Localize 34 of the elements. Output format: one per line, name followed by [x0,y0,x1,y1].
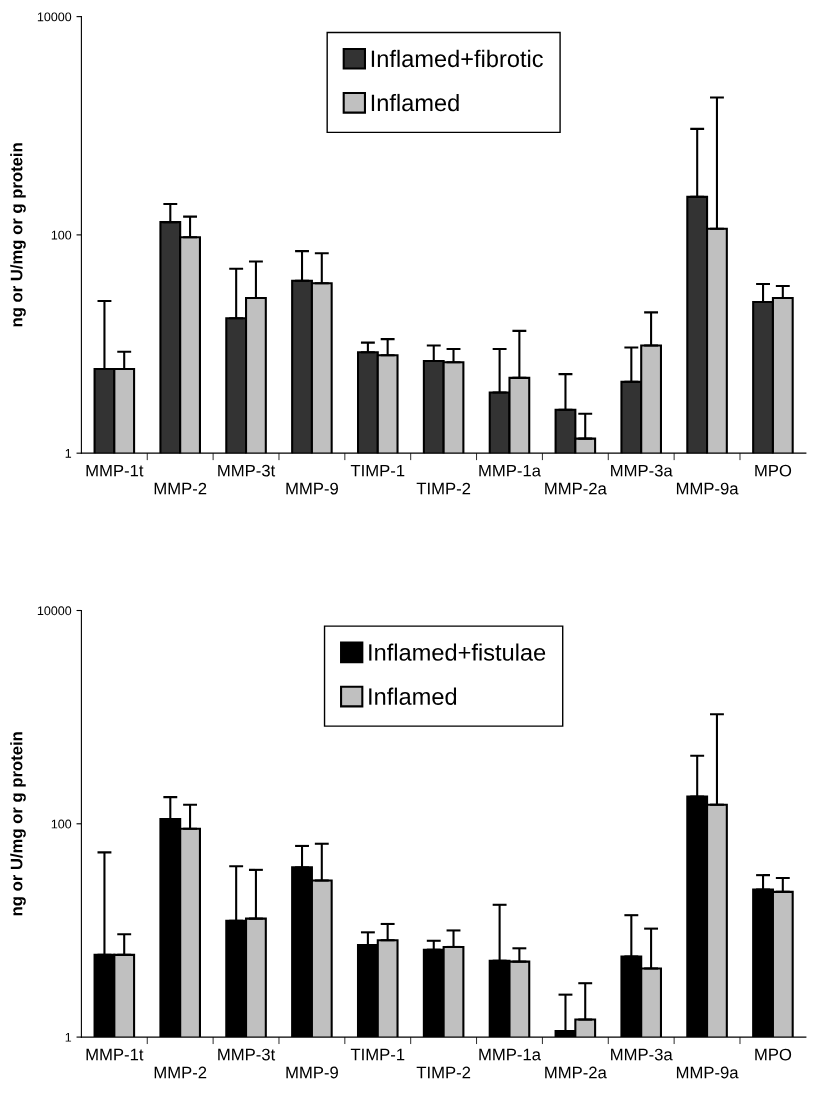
x-tick-label: MMP-1a [479,1048,541,1061]
x-tick-label: TIMP-2 [416,1066,471,1079]
y-tick-label: 100 [51,819,72,829]
x-tick-label: MMP-3a [611,1048,673,1061]
legend-label: Inflamed [371,93,459,112]
x-tick-label: MMP-2 [154,482,207,495]
legend-label: Inflamed+fistulae [369,643,546,661]
legend-label: Inflamed+fibrotic [371,49,543,68]
legend-label: Inflamed [369,687,457,705]
x-tick-label: MMP-2a [545,482,607,495]
x-tick-label: MMP-2 [154,1066,207,1079]
x-tick-label: MPO [755,464,792,477]
x-tick-label: TIMP-1 [350,464,405,477]
y-tick-label: 100 [51,230,72,240]
x-tick-label: TIMP-2 [416,482,471,495]
x-tick-label: MMP-1t [86,464,144,477]
x-tick-label: MPO [755,1048,792,1061]
x-tick-label: MMP-9 [286,1066,338,1079]
x-tick-label: MMP-9a [676,1066,739,1079]
y-tick-label: 1 [65,1033,72,1042]
x-tick-label: TIMP-1 [350,1048,405,1061]
x-tick-label: MMP-3t [218,464,276,477]
x-tick-label: MMP-9a [676,482,739,495]
x-tick-label: MMP-1t [86,1048,144,1061]
y-axis-title: ng or U/mg or g protein [10,143,26,327]
y-tick-label: 10000 [37,12,72,22]
y-tick-label: 1 [65,449,72,458]
y-tick-label: 10000 [37,606,72,616]
x-tick-label: MMP-3a [611,464,673,477]
x-tick-label: MMP-2a [545,1066,607,1079]
x-tick-label: MMP-3t [218,1048,276,1061]
x-tick-label: MMP-9 [286,482,338,495]
y-axis-title: ng or U/mg or g protein [10,732,26,916]
x-tick-label: MMP-1a [479,464,541,477]
